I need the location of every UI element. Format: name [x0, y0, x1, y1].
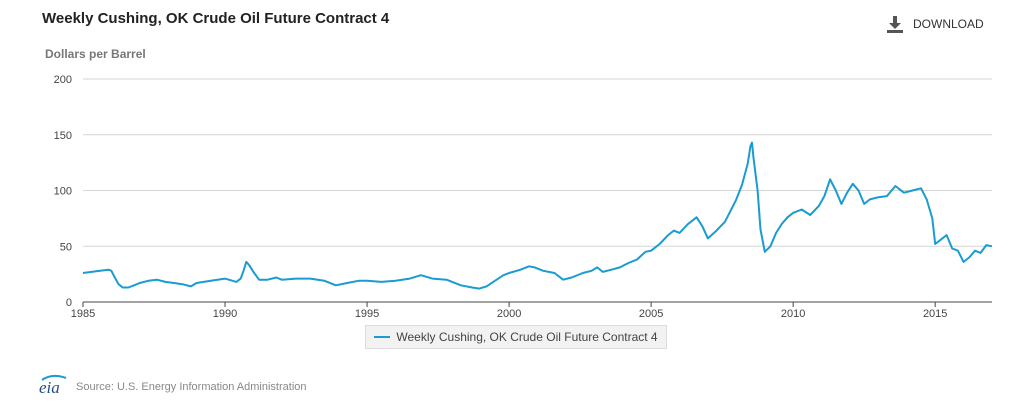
chart-plot: 0 50 100 150 200 1985 1990 1995 2000 2005 2010 2015: [54, 74, 993, 320]
y-tick-label: 200: [54, 74, 72, 86]
series-line: [82, 141, 993, 290]
y-tick-label: 50: [60, 241, 72, 253]
eia-logo: eia: [39, 374, 67, 396]
x-tick-label: 1995: [355, 308, 379, 320]
x-tick-label: 2015: [923, 308, 947, 320]
download-icon: [887, 16, 903, 33]
x-tick-label: 1985: [71, 308, 95, 320]
download-label: DOWNLOAD: [913, 17, 984, 31]
y-tick-label: 100: [54, 186, 72, 198]
y-tick-label: 150: [54, 130, 72, 142]
legend[interactable]: Weekly Cushing, OK Crude Oil Future Cont…: [365, 325, 667, 349]
eia-logo-text: eia: [39, 378, 60, 396]
x-tick-label: 2010: [781, 308, 805, 320]
y-tick-label: 0: [66, 297, 72, 309]
source-text: Source: U.S. Energy Information Administ…: [76, 381, 307, 393]
chart-title: Weekly Cushing, OK Crude Oil Future Cont…: [42, 10, 390, 27]
x-tick-label: 2000: [497, 308, 521, 320]
y-axis-label: Dollars per Barrel: [45, 47, 146, 61]
x-tick-label: 2005: [639, 308, 663, 320]
legend-swatch: [374, 336, 391, 338]
x-tick-label: 1990: [213, 308, 237, 320]
download-button[interactable]: DOWNLOAD: [886, 14, 984, 34]
legend-label: Weekly Cushing, OK Crude Oil Future Cont…: [396, 330, 658, 344]
